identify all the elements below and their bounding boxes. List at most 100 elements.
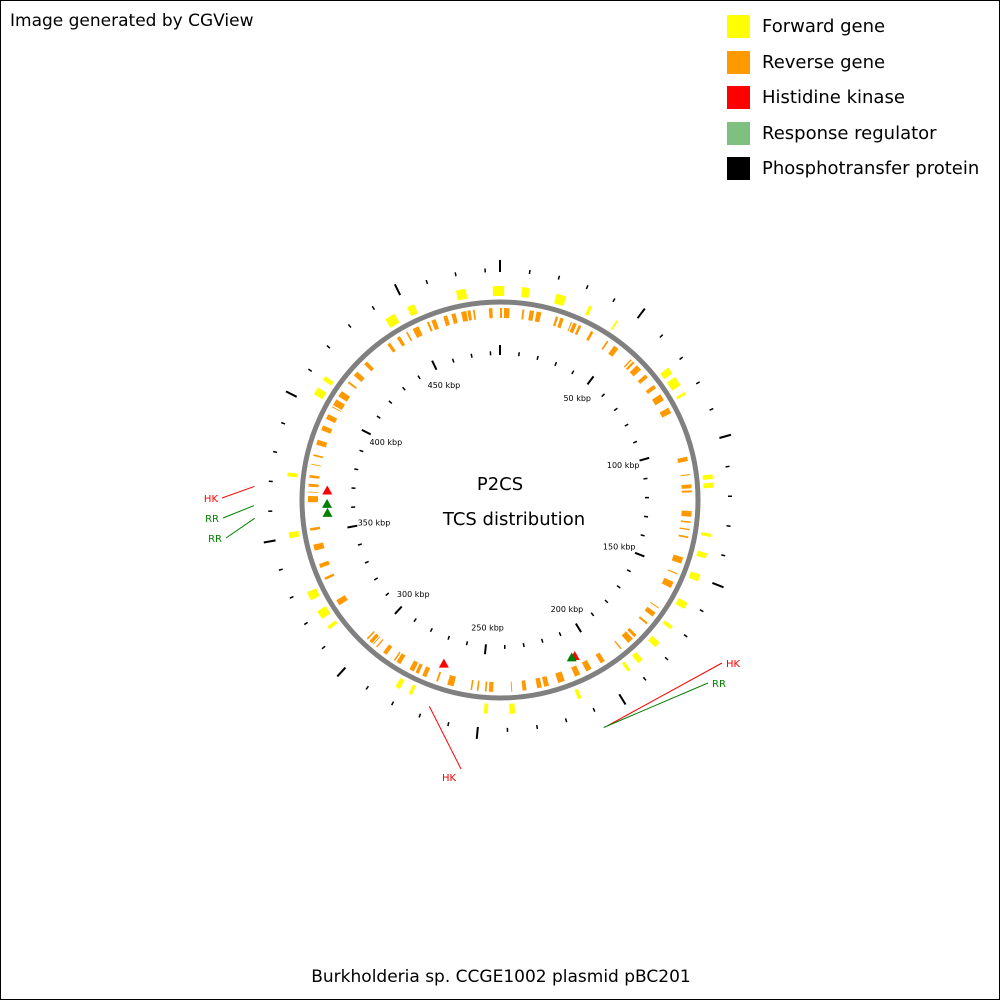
minor-tick-outer: [454, 272, 457, 277]
minor-tick: [517, 352, 520, 357]
reverse-gene: [310, 526, 321, 531]
minor-tick-outer: [278, 568, 283, 571]
minor-tick-outer: [272, 450, 278, 454]
hk-label: HK: [204, 494, 219, 505]
forward-gene: [306, 588, 320, 601]
reverse-gene: [650, 602, 660, 609]
tcs-callout-line: [603, 682, 709, 728]
minor-tick-outer: [391, 701, 395, 706]
forward-gene: [676, 391, 687, 400]
minor-tick-outer: [371, 305, 376, 311]
reverse-gene: [461, 310, 469, 322]
minor-tick: [604, 599, 609, 604]
major-tick-outer: [393, 283, 402, 296]
major-tick: [483, 644, 487, 655]
minor-tick-outer: [592, 707, 596, 713]
reverse-gene: [567, 321, 573, 332]
reverse-gene: [338, 391, 351, 402]
reverse-gene: [366, 631, 375, 640]
reverse-gene: [369, 633, 379, 644]
reverse-gene: [510, 681, 513, 692]
minor-tick-outer: [326, 344, 331, 349]
major-tick-outer: [475, 726, 479, 739]
reverse-gene: [422, 666, 431, 678]
forward-gene: [288, 530, 300, 539]
backbone-ring: [299, 299, 701, 701]
major-tick: [361, 428, 372, 436]
forward-gene: [662, 620, 673, 630]
reverse-gene: [557, 317, 564, 329]
legend-swatch: [727, 50, 750, 74]
legend-label: Forward gene: [762, 16, 886, 38]
reverse-gene: [372, 636, 381, 645]
minor-tick-outer: [447, 721, 450, 727]
tcs-callout-line: [428, 705, 462, 770]
minor-tick: [558, 632, 562, 637]
reverse-gene: [396, 336, 406, 347]
minor-tick-outer: [289, 595, 294, 599]
minor-tick: [359, 449, 364, 453]
tick-layer: [263, 260, 732, 739]
minor-tick-outer: [347, 323, 352, 328]
minor-tick: [626, 569, 631, 573]
hk-label: HK: [442, 773, 457, 784]
forward-gene: [408, 684, 417, 696]
minor-tick-outer: [679, 356, 684, 361]
reverse-gene: [472, 309, 477, 320]
major-tick: [347, 524, 358, 529]
forward-gene: [688, 571, 701, 582]
minor-tick-outer: [365, 685, 369, 690]
legend-item-response-regulator: Response regulator: [727, 116, 979, 152]
credit-text: Image generated by CGView: [10, 11, 254, 31]
reverse-gene: [308, 483, 319, 488]
label-layer: 50 kbp 100 kbp 150 kbp 200 kbp 250 kbp 300 kb…: [358, 381, 640, 632]
forward-gene: [585, 305, 593, 316]
minor-tick: [470, 353, 473, 358]
tick-label: 250 kbp: [471, 623, 504, 632]
reverse-gene: [318, 560, 330, 569]
reverse-gene: [488, 308, 493, 319]
minor-tick: [540, 638, 544, 643]
minor-tick: [364, 560, 369, 564]
minor-tick: [613, 407, 618, 412]
reverse-gene: [680, 473, 691, 477]
reverse-gene: [542, 675, 550, 687]
minor-tick-outer: [281, 421, 286, 425]
reverse-gene: [667, 569, 678, 575]
reverse-gene: [651, 394, 664, 406]
reverse-gene: [528, 310, 535, 321]
legend-label: Reverse gene: [762, 51, 886, 73]
minor-tick: [536, 355, 539, 361]
major-tick: [575, 623, 582, 633]
forward-gene: [621, 661, 631, 672]
major-tick-outer: [712, 582, 724, 589]
legend-label: Phosphotransfer protein: [762, 158, 980, 180]
tcs-callout-line: [221, 485, 255, 499]
reverse-gene: [376, 639, 384, 648]
forward-gene: [406, 304, 418, 317]
reverse-gene: [336, 595, 348, 606]
reverse-gene: [553, 316, 559, 327]
minor-tick: [522, 642, 525, 648]
reverse-gene: [353, 371, 365, 383]
minor-tick: [376, 415, 381, 419]
forward-gene: [287, 472, 298, 478]
tick-label: 350 kbp: [358, 519, 391, 528]
forward-gene: [660, 367, 673, 380]
forward-gene: [455, 288, 468, 301]
minor-tick: [590, 612, 595, 617]
reverse-gene: [627, 627, 637, 638]
minor-tick-outer: [418, 713, 422, 718]
reverse-gene: [679, 527, 690, 531]
tick-label: 200 kbp: [551, 605, 584, 614]
reverse-gene: [426, 321, 433, 332]
reverse-gene: [601, 340, 609, 350]
legend-swatch: [727, 86, 750, 110]
reverse-gene: [625, 361, 635, 371]
legend-label: Response regulator: [762, 122, 937, 144]
tick-label: 150 kbp: [603, 543, 636, 552]
minor-tick-outer: [659, 334, 664, 339]
minor-tick-outer: [699, 609, 704, 613]
